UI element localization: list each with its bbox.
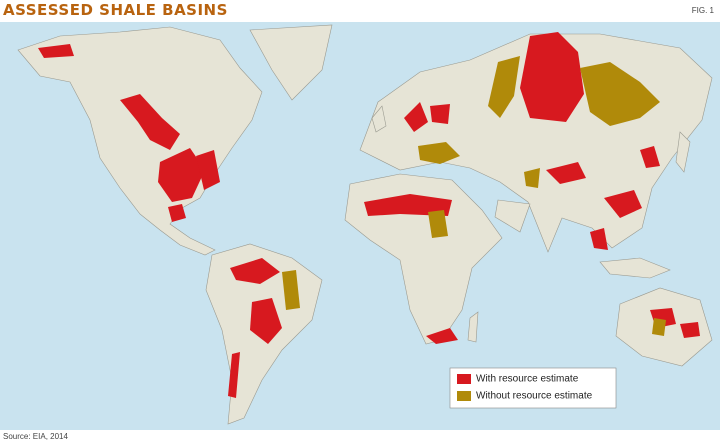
basins [38,32,700,398]
legend-box [449,367,617,409]
basin [426,328,458,344]
basin [652,318,666,336]
source: Source: EIA, 2014 [3,432,68,441]
basin [282,270,300,310]
basin [228,352,240,398]
legend: With resource estimate Without resource e… [457,374,593,402]
basin [546,162,586,184]
basin [120,94,180,150]
basin [428,210,448,238]
legend-label: Without resource estimate [476,391,593,402]
basin [404,102,428,132]
basin [230,258,280,284]
legend-swatch [457,374,471,384]
basin [524,168,540,188]
basin [168,204,186,222]
basin [38,44,74,58]
basin [418,142,460,164]
legend-swatch [457,391,471,401]
basin [430,104,450,124]
basin [580,62,660,126]
basin [364,194,452,216]
basin [250,298,282,344]
basin [158,148,205,202]
basin [640,146,660,168]
figure-label: FIG. 1 [691,6,714,15]
basin [520,32,584,122]
basin [604,190,642,218]
basin [590,228,608,250]
title: ASSESSED SHALE BASINS [3,1,228,19]
basin [488,56,520,118]
basin [680,322,700,338]
basin [196,150,220,190]
legend-label: With resource estimate [476,374,579,385]
map: With resource estimate Without resource e… [0,22,720,430]
